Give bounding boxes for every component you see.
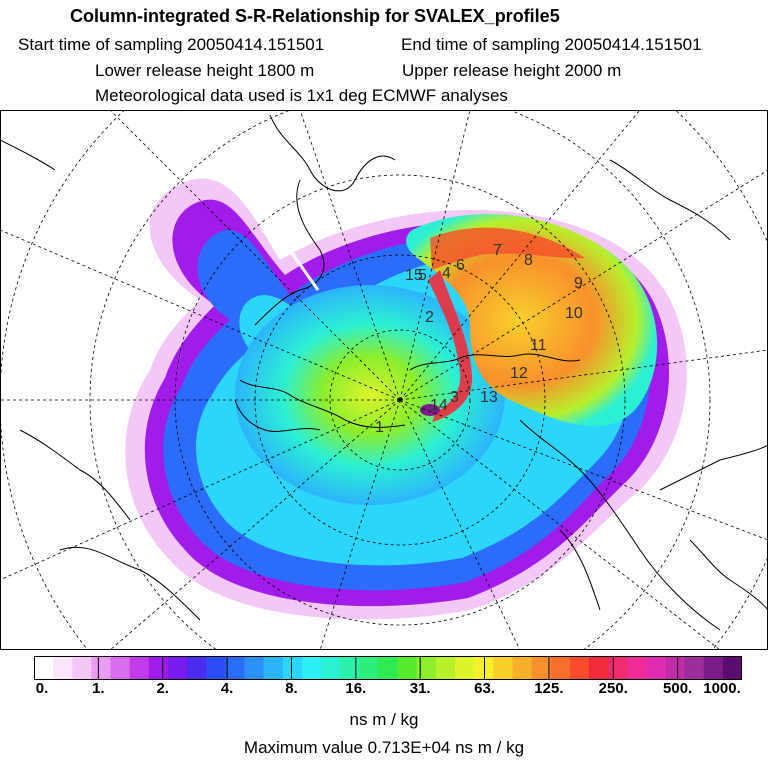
colorbar-swatch [627, 656, 647, 680]
track-label: 10 [565, 305, 583, 322]
colorbar-tick: 31. [409, 680, 431, 697]
colorbar-swatch [531, 656, 552, 680]
colorbar-swatch [91, 656, 112, 680]
colorbar-swatch [187, 656, 207, 680]
colorbar-tick: 1000. [703, 680, 741, 697]
colorbar-swatch [244, 656, 265, 680]
colorbar-tick: 250. [598, 680, 628, 697]
colorbar-swatch [703, 656, 724, 680]
colorbar-swatch [665, 656, 686, 680]
colorbar-swatch [148, 656, 169, 680]
colorbar-swatch [416, 656, 437, 680]
colorbar-swatch [167, 656, 188, 680]
title: Column-integrated S-R-Relationship for S… [70, 6, 560, 26]
colorbar-swatch [282, 656, 303, 680]
met-data-note: Meteorological data used is 1x1 deg ECMW… [95, 86, 508, 105]
colorbar-swatch [435, 656, 456, 680]
colorbar-swatch [569, 656, 590, 680]
colorbar-unit: ns m / kg [349, 710, 419, 729]
colorbar-swatch [225, 656, 246, 680]
colorbar-swatch [550, 656, 571, 680]
track-label: 4 [442, 265, 451, 282]
colorbar-tick: 16. [345, 680, 367, 697]
colorbar-swatch [110, 656, 131, 680]
track-label: 15 [405, 267, 423, 284]
colorbar-swatch [359, 656, 380, 680]
colorbar-swatch [206, 656, 226, 680]
colorbar-swatch [646, 656, 667, 680]
colorbar-swatch [53, 656, 73, 680]
colorbar-swatch [454, 656, 475, 680]
maximum-value: Maximum value 0.713E+04 ns m / kg [243, 738, 525, 757]
track-label: 3 [450, 389, 459, 406]
colorbar-swatch [321, 656, 341, 680]
track-label: 13 [480, 389, 498, 406]
colorbar-tick: 4. [220, 680, 234, 697]
colorbar-swatch [301, 656, 322, 680]
track-label: 14 [430, 397, 448, 414]
track-label: 8 [524, 252, 533, 269]
colorbar-tick: 8. [285, 680, 298, 697]
colorbar-tick: 125. [534, 680, 564, 697]
colorbar-tick: 500. [663, 680, 693, 697]
upper-release-height: Upper release height 2000 m [402, 61, 622, 80]
track-label: 2 [425, 309, 434, 326]
colorbar-swatch [588, 656, 609, 680]
plume-core [235, 285, 505, 505]
plume-east-lobe [406, 214, 658, 427]
colorbar-swatch [34, 656, 54, 680]
colorbar-swatch [72, 656, 93, 680]
graticule [0, 110, 768, 650]
colorbar-swatch [684, 656, 705, 680]
track-label: 11 [530, 337, 547, 354]
plume-field [125, 178, 687, 620]
track-label: 12 [510, 365, 528, 382]
track-labels: 1 2 3 4 5 6 7 8 9 10 11 12 13 14 15 [375, 242, 583, 436]
colorbar [34, 656, 742, 680]
colorbar-border [34, 656, 742, 680]
colorbar-swatch [474, 656, 494, 680]
polar-map: 1 2 3 4 5 6 7 8 9 10 11 12 13 14 15 [0, 110, 768, 650]
colorbar-tick: 63. [474, 680, 495, 697]
lower-release-height: Lower release height 1800 m [95, 61, 315, 80]
release-track-line [228, 164, 320, 291]
plume-red-band [428, 270, 473, 422]
colorbar-tick: 1. [92, 680, 105, 697]
start-time: Start time of sampling 20050414.151501 [18, 35, 325, 54]
coastlines [0, 114, 768, 631]
track-label: 7 [493, 242, 502, 259]
track-label: 9 [574, 275, 583, 292]
colorbar-tick: 0. [35, 680, 49, 697]
colorbar-swatch [378, 656, 399, 680]
colorbar-swatch [340, 656, 360, 680]
colorbar-swatch [608, 656, 628, 680]
colorbar-swatch [263, 656, 284, 680]
track-label: 5 [418, 267, 427, 284]
plume-red-top [430, 227, 585, 270]
colorbar-swatch [493, 656, 513, 680]
colorbar-swatch [722, 656, 742, 680]
colorbar-swatch [129, 656, 150, 680]
end-time: End time of sampling 20050414.151501 [401, 35, 702, 54]
track-label: 6 [456, 257, 465, 274]
track-label: 1 [375, 419, 384, 436]
colorbar-swatch [512, 656, 533, 680]
colorbar-swatch [397, 656, 418, 680]
colorbar-tick: 2. [156, 680, 169, 697]
